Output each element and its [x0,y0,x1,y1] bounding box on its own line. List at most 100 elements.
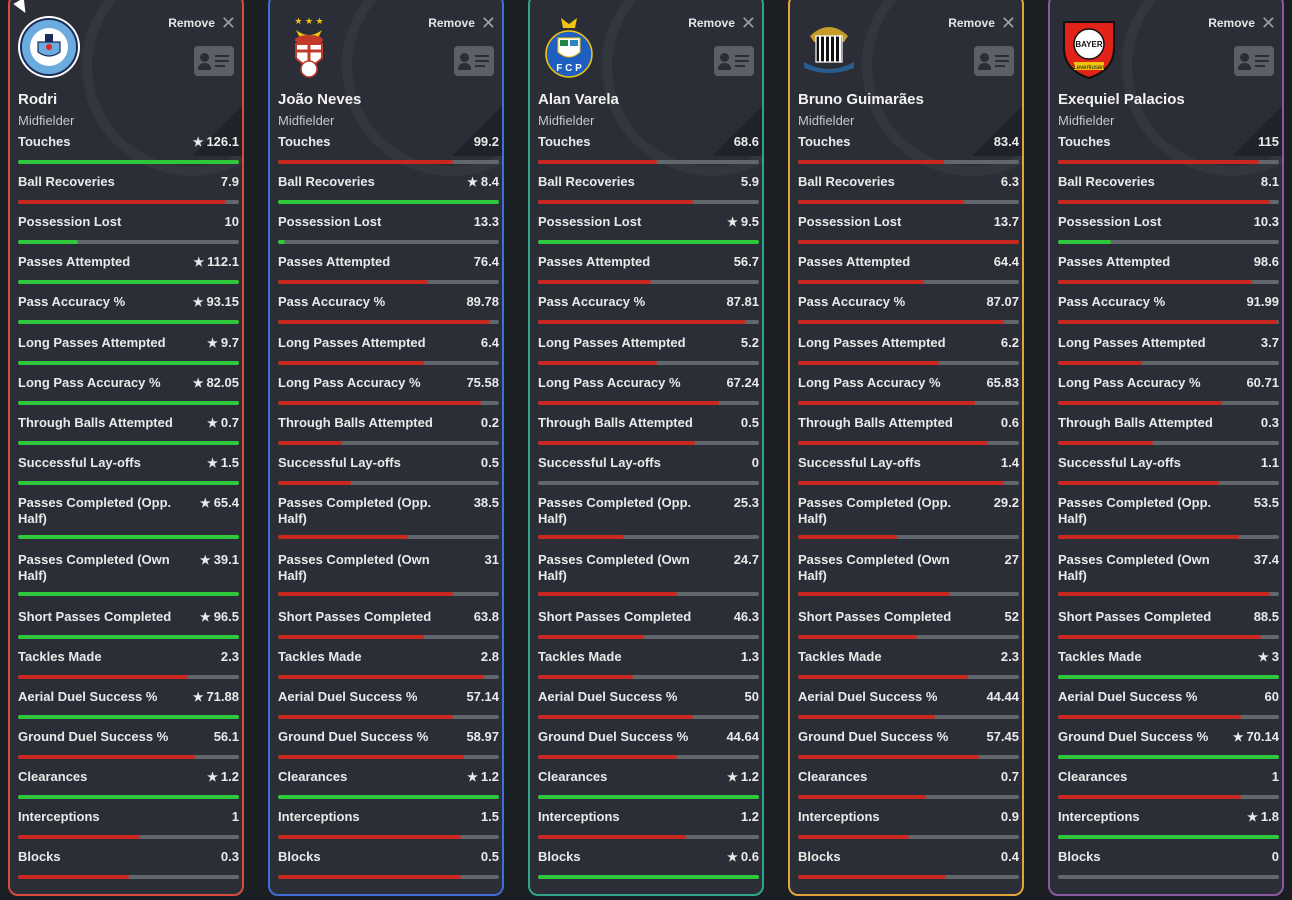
stat-value: ★ 1.2 [207,769,239,785]
stat-value: 2.3 [1001,649,1019,665]
stat-value-text: 115 [1258,134,1279,149]
stat-value: ★ 3 [1258,649,1279,665]
stat-row: Successful Lay-offs ★ 1.5 [18,455,239,471]
stat-value: 44.64 [726,729,759,745]
stat-bar [278,835,499,839]
stat-value: 25.3 [734,495,759,511]
player-profile-card-icon[interactable] [454,46,494,76]
stat-row: Pass Accuracy % 89.78 [278,294,499,310]
stat-value: 1.4 [1001,455,1019,471]
remove-button[interactable]: Remove ✕ [168,13,236,33]
player-profile-card-icon[interactable] [714,46,754,76]
stat-label: Interceptions [798,809,880,824]
stat-value: 3.7 [1261,335,1279,351]
stat-value: 0.2 [481,415,499,431]
stat-label: Touches [18,134,71,149]
stat-row: Blocks 0.3 [18,849,239,865]
close-icon: ✕ [220,13,236,33]
stat-value-text: 83.4 [993,134,1019,149]
stat-bar [798,592,1019,596]
stat-row: Clearances ★ 1.2 [538,769,759,785]
stat-value: 27 [1005,552,1019,568]
stat-bar-fill [538,795,759,799]
stat-value-text: 58.97 [466,729,499,744]
stat-row: Touches ★ 126.1 [18,134,239,150]
stat-row: Possession Lost 13.7 [798,214,1019,230]
stat-value: 1 [232,809,239,825]
stat-value: 0 [1272,849,1279,865]
stat-row: Clearances ★ 1.2 [278,769,499,785]
remove-button[interactable]: Remove ✕ [688,14,756,32]
remove-label: Remove [428,16,475,30]
svg-text:BAYER: BAYER [1075,40,1102,49]
stat-label: Successful Lay-offs [278,455,401,470]
stat-row: Passes Completed (Own Half) 27 [798,552,1019,584]
stat-row: Passes Attempted 64.4 [798,254,1019,270]
stat-bar [538,715,759,719]
stat-bar [538,320,759,324]
stat-value: ★ 39.1 [200,552,239,568]
stat-bar [1058,280,1279,284]
stat-label: Pass Accuracy % [1058,294,1166,309]
stat-bar [1058,635,1279,639]
stat-row: Long Pass Accuracy % ★ 82.05 [18,375,239,391]
stat-bar [278,320,499,324]
stat-label: Long Pass Accuracy % [798,375,941,390]
player-card: Remove ✕ Rodri Midfielder Touches ★ 126.1… [8,0,244,896]
stat-bar [538,401,759,405]
stat-value-text: 0.7 [220,415,239,430]
stat-row: Passes Completed (Opp. Half) 29.2 [798,495,1019,527]
stat-row: Interceptions 1.2 [538,809,759,825]
stat-bar-fill [18,675,189,679]
stat-label: Successful Lay-offs [1058,455,1181,470]
star-icon: ★ [467,175,478,189]
stat-row: Passes Attempted 98.6 [1058,254,1279,270]
player-name: Rodri [18,91,58,108]
porto-crest-icon: F C P [536,14,602,80]
stat-bar-fill [798,160,944,164]
stat-label: Passes Completed (Opp. Half) [1058,495,1212,526]
stat-bar-fill [18,160,239,164]
star-icon: ★ [199,496,211,510]
stat-value-text: 0.2 [480,415,499,430]
stat-bar [798,361,1019,365]
player-profile-card-icon[interactable] [974,46,1014,76]
stat-value-text: 13.3 [473,214,499,229]
stat-value: 67.24 [726,375,759,391]
card-decoration [1232,86,1282,156]
star-icon: ★ [1258,650,1269,664]
stat-bar-fill [18,592,239,596]
stat-bar-fill [18,441,239,445]
remove-button[interactable]: Remove ✕ [428,13,496,33]
remove-button[interactable]: Remove ✕ [1208,14,1276,32]
remove-button[interactable]: Remove ✕ [948,14,1016,32]
stat-value-text: 0.7 [1000,769,1019,784]
stat-bar [1058,160,1279,164]
stat-bar [538,240,759,244]
remove-label: Remove [168,16,215,30]
stat-label: Clearances [538,769,608,784]
player-profile-card-icon[interactable] [194,46,234,76]
stat-bar [798,160,1019,164]
stat-bar-fill [18,361,239,365]
stat-label: Blocks [538,849,581,864]
stat-row: Passes Completed (Opp. Half) ★ 65.4 [18,495,239,527]
stat-value-text: 1.5 [480,809,499,824]
stat-bar [798,715,1019,719]
stat-label: Ball Recoveries [798,174,895,189]
stat-value: 1.3 [741,649,759,665]
stat-row: Successful Lay-offs 0.5 [278,455,499,471]
stat-value: 6.3 [1001,174,1019,190]
stat-row: Possession Lost 10 [18,214,239,230]
stat-value-text: 0.5 [480,849,499,864]
stat-value-text: 27 [1004,552,1019,567]
stat-bar [1058,715,1279,719]
player-profile-card-icon[interactable] [1234,46,1274,76]
stat-value: 0.5 [741,415,759,431]
stat-label: Through Balls Attempted [278,415,433,430]
man-city-crest-icon [16,14,82,80]
player-name: Bruno Guimarães [798,91,924,108]
stat-bar-fill [18,280,239,284]
stat-label: Short Passes Completed [1058,609,1212,624]
close-icon: ✕ [480,13,496,33]
